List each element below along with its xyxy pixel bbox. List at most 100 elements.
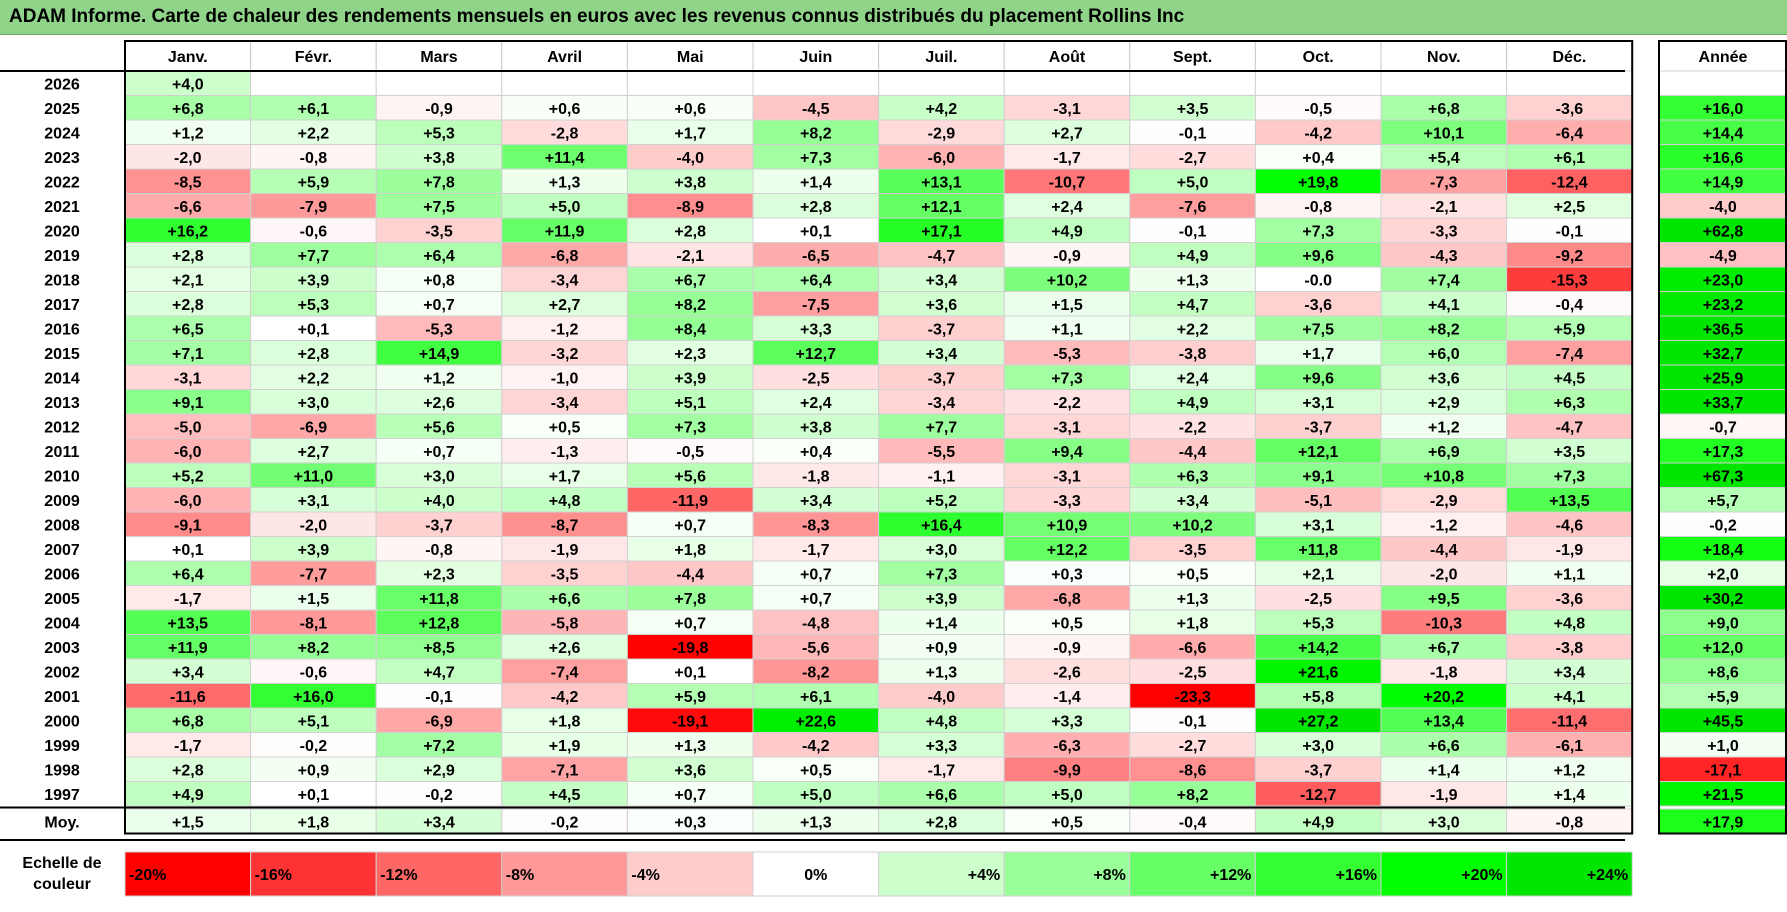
- cell-value-label: -6,8: [551, 248, 579, 265]
- cell-value-label: +3,3: [926, 738, 958, 755]
- heatmap-cell: [124, 364, 252, 390]
- cell-value-label: -2,0: [300, 517, 328, 534]
- heatmap-cell: [375, 536, 503, 562]
- annual-value-label: +18,4: [1703, 542, 1744, 559]
- cell-value-label: +2,8: [298, 346, 330, 363]
- cell-value-label: +2,7: [1051, 125, 1083, 142]
- cell-value-label: +6,3: [1177, 468, 1209, 485]
- heatmap-cell: [1129, 585, 1256, 611]
- cell-value-label: +2,7: [298, 444, 330, 461]
- heatmap-cell: [878, 291, 1005, 317]
- scale-label-line1: Echelle de: [22, 855, 101, 872]
- heatmap-cell: [1254, 242, 1382, 268]
- cell-value-label: +3,4: [1554, 664, 1586, 681]
- cell-value-label: +3,4: [926, 346, 958, 363]
- cell-value-label: +1,4: [800, 174, 832, 191]
- cell-value-label: -5,1: [1304, 493, 1332, 510]
- heatmap-cell: [1380, 438, 1508, 464]
- month-header-label: Juil.: [925, 49, 957, 66]
- heatmap-cell: [1506, 168, 1633, 194]
- heatmap-cell: [124, 291, 252, 317]
- row-year-label: 2001: [44, 689, 80, 706]
- heatmap-cell: [250, 781, 377, 807]
- annual-cell: [1658, 536, 1787, 562]
- cell-value-label: +3,0: [298, 395, 330, 412]
- row-year-label: 2006: [44, 566, 80, 583]
- cell-value-label: -3,6: [1556, 591, 1584, 608]
- heatmap-cell: [1129, 781, 1256, 807]
- average-value-label: +1,8: [298, 814, 330, 831]
- cell-value-label: +8,2: [298, 640, 330, 657]
- heatmap-cell: [1380, 781, 1508, 807]
- heatmap-cell: [1129, 364, 1256, 390]
- heatmap-cell: [1380, 242, 1508, 268]
- cell-value-label: +4,7: [423, 664, 455, 681]
- cell-value-label: +1,4: [1554, 787, 1586, 804]
- scale-swatch-label: +4%: [968, 867, 1000, 884]
- heatmap-cell: [1380, 585, 1508, 611]
- annual-value-label: +45,5: [1703, 713, 1744, 730]
- cell-value-label: +1,3: [549, 174, 581, 191]
- annual-value-label: +23,0: [1703, 272, 1744, 289]
- heatmap-cell: [1380, 389, 1508, 415]
- cell-value-label: +6,4: [423, 248, 455, 265]
- heatmap-cell: [1003, 70, 1131, 96]
- heatmap-cell: [752, 732, 880, 758]
- heatmap-cell: [1380, 217, 1508, 243]
- scale-swatch-label: 0%: [804, 867, 827, 884]
- annual-cell: [1658, 609, 1787, 635]
- scale-swatch-label: +20%: [1461, 867, 1502, 884]
- heatmap-cell: [1129, 70, 1256, 96]
- heatmap-cell: [1129, 193, 1256, 219]
- cell-value-label: +4,9: [172, 787, 204, 804]
- cell-value-label: +6,8: [1428, 101, 1460, 118]
- scale-swatch-label: -12%: [380, 867, 417, 884]
- heatmap-cell: [501, 70, 628, 96]
- scale-swatch-label: +24%: [1587, 867, 1628, 884]
- heatmap-cell: [501, 658, 628, 684]
- chart-title: ADAM Informe. Carte de chaleur des rende…: [9, 6, 1185, 27]
- heatmap-cell: [1506, 658, 1633, 684]
- heatmap-cell: [626, 413, 754, 439]
- cell-value-label: -6,9: [425, 713, 453, 730]
- heatmap-cell: [501, 291, 628, 317]
- cell-value-label: +2,4: [1051, 199, 1083, 216]
- cell-value-label: +4,8: [1554, 615, 1586, 632]
- heatmap-cell: [1003, 315, 1131, 341]
- cell-value-label: +2,8: [800, 199, 832, 216]
- heatmap-cell: [878, 511, 1005, 537]
- cell-value-label: +2,2: [1177, 321, 1209, 338]
- cell-value-label: -4,0: [928, 689, 956, 706]
- cell-value-label: +22,6: [796, 713, 837, 730]
- heatmap-cell: [1003, 732, 1131, 758]
- cell-value-label: +0,6: [674, 101, 706, 118]
- cell-value-label: +2,9: [1428, 395, 1460, 412]
- month-header-label: Déc.: [1553, 49, 1587, 66]
- heatmap-cell: [626, 683, 754, 709]
- heatmap-cell: [752, 193, 880, 219]
- annual-cell: [1658, 70, 1787, 96]
- cell-value-label: +12,2: [1047, 542, 1088, 559]
- cell-value-label: +0,5: [1177, 566, 1209, 583]
- heatmap-cell: [1254, 487, 1382, 513]
- heatmap-cell: [1254, 536, 1382, 562]
- scale-swatch: [1129, 851, 1256, 897]
- cell-value-label: +13,4: [1424, 713, 1465, 730]
- cell-value-label: +3,1: [1302, 517, 1334, 534]
- heatmap-cell: [1254, 658, 1382, 684]
- cell-value-label: +8,2: [800, 125, 832, 142]
- cell-value-label: +8,2: [1177, 787, 1209, 804]
- cell-value-label: +5,1: [674, 395, 706, 412]
- cell-value-label: -2,1: [1430, 199, 1458, 216]
- cell-value-label: +4,9: [1051, 223, 1083, 240]
- cell-value-label: +5,3: [423, 125, 455, 142]
- cell-value-label: -0,5: [676, 444, 704, 461]
- cell-value-label: +16,2: [168, 223, 209, 240]
- cell-value-label: -15,3: [1551, 272, 1588, 289]
- cell-value-label: +3,1: [298, 493, 330, 510]
- annual-value-label: +21,5: [1703, 787, 1744, 804]
- cell-value-label: +7,3: [926, 566, 958, 583]
- cell-value-label: -6,1: [1556, 738, 1584, 755]
- cell-value-label: +5,0: [1177, 174, 1209, 191]
- heatmap-cell: [250, 634, 377, 660]
